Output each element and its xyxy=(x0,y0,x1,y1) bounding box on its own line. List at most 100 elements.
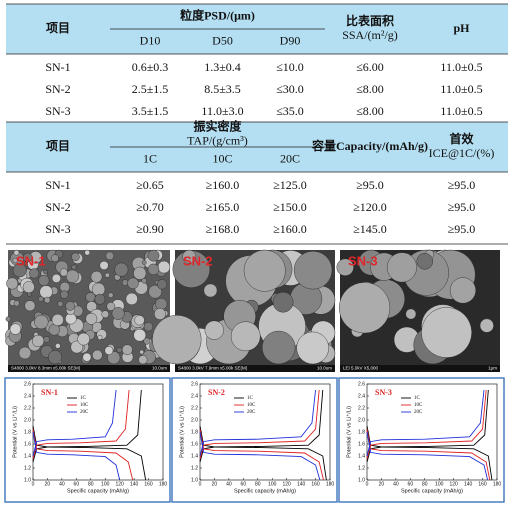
sem-particle xyxy=(24,300,36,312)
x-tick-label: 180 xyxy=(326,481,335,487)
sem-particle xyxy=(108,292,114,298)
sem-particle xyxy=(5,316,11,322)
sem-particle xyxy=(386,252,417,283)
sem-particle xyxy=(65,269,80,283)
sem-particle xyxy=(91,282,106,296)
sem-image: LEI 5.0kV X5,000 1μm SN-3 xyxy=(336,249,500,372)
y-tick-label: 2.0 xyxy=(191,417,198,423)
sem-particle xyxy=(99,260,109,270)
curve xyxy=(199,428,324,481)
x-tick-label: 60 xyxy=(74,481,80,487)
y-tick-label: 2.2 xyxy=(358,405,365,411)
y-tick-label: 2.2 xyxy=(191,405,198,411)
y-tick-label: 1.4 xyxy=(24,453,31,459)
header-cell: 项目 xyxy=(46,139,70,153)
sem-particle xyxy=(121,344,133,356)
sem-particle xyxy=(272,291,294,313)
y-tick-label: 2.0 xyxy=(358,417,365,423)
sem-particle xyxy=(141,278,147,284)
sem-info-bar xyxy=(8,365,170,372)
table-cell: ≥165.0 xyxy=(206,200,240,214)
sem-particle xyxy=(449,277,476,304)
table-cell: ≥125.0 xyxy=(273,178,307,192)
curve xyxy=(366,428,491,481)
table-cell: ≤30.0 xyxy=(276,82,304,96)
table-cell: 11.0±0.5 xyxy=(440,82,482,96)
table-cell: ≥0.90 xyxy=(136,222,164,236)
sem-particle xyxy=(38,274,50,287)
sem-particle xyxy=(85,312,98,325)
x-tick-label: 120 xyxy=(115,481,124,487)
table-cell: SN-3 xyxy=(45,222,70,236)
y-tick-label: 2.2 xyxy=(24,405,31,411)
sem-particle xyxy=(127,277,139,290)
curve xyxy=(32,389,117,457)
sem-particle xyxy=(48,350,63,365)
sem-label: SN-1 xyxy=(16,253,46,268)
table-cell: 11.0±0.5 xyxy=(440,104,482,118)
sem-particle xyxy=(182,249,197,264)
table-cell: 2.5±1.5 xyxy=(132,82,169,96)
subheader-cell: 20C xyxy=(280,151,300,165)
sem-info-bar xyxy=(175,365,335,372)
legend-label: 20C xyxy=(247,410,256,415)
sem-info-bar xyxy=(340,365,500,372)
y-tick-label: 1.6 xyxy=(191,441,198,447)
header-cell: SSA/(m²/g) xyxy=(342,28,398,42)
sem-particle xyxy=(51,254,59,262)
table-cell: ≤8.00 xyxy=(356,82,384,96)
header-cell: 项目 xyxy=(46,21,70,35)
chart-title: SN-3 xyxy=(375,388,392,397)
sem-particle xyxy=(51,273,61,283)
x-tick-label: 60 xyxy=(408,481,414,487)
sem-particle xyxy=(65,301,75,311)
sem-particle xyxy=(9,323,21,335)
sem-label: SN-3 xyxy=(348,253,378,268)
sem-particle xyxy=(293,251,333,290)
sem-particle xyxy=(90,270,103,283)
sem-particle xyxy=(12,263,27,278)
sem-scale: 10.0um xyxy=(317,366,332,371)
sem-particle xyxy=(29,268,40,279)
sem-scale: 1μm xyxy=(488,366,497,371)
sem-particle xyxy=(60,290,69,299)
sem-particle xyxy=(104,272,110,278)
x-tick-label: 40 xyxy=(393,481,399,487)
y-tick-label: 2.4 xyxy=(358,393,365,399)
subheader-cell: D10 xyxy=(140,33,161,47)
sem-particle xyxy=(155,297,168,311)
sem-particle xyxy=(13,249,20,256)
curve xyxy=(366,389,487,460)
y-tick-label: 1.0 xyxy=(24,477,31,483)
x-tick-label: 120 xyxy=(282,481,291,487)
sem-label: SN-2 xyxy=(183,253,213,268)
sem-particle xyxy=(43,269,48,275)
sem-particle xyxy=(143,321,154,332)
table-cell: ≤6.00 xyxy=(356,60,384,74)
x-tick-label: 0 xyxy=(32,481,35,487)
x-tick-label: 180 xyxy=(159,481,168,487)
sem-particle xyxy=(114,262,129,277)
table-cell: ≥160.0 xyxy=(273,222,307,236)
y-tick-label: 1.0 xyxy=(191,477,198,483)
y-tick-label: 2.4 xyxy=(24,393,31,399)
subheader-cell: D90 xyxy=(280,33,301,47)
sem-scale: 10.0um xyxy=(152,366,167,371)
curve xyxy=(366,389,485,457)
table-cell: SN-1 xyxy=(45,178,70,192)
sem-particle xyxy=(203,283,218,298)
sem-particle xyxy=(31,334,45,348)
sem-particle xyxy=(405,308,417,320)
legend-label: 20C xyxy=(414,410,423,415)
y-tick-label: 2.6 xyxy=(24,381,31,387)
chart-title: SN-1 xyxy=(41,388,58,397)
y-tick-label: 1.0 xyxy=(358,477,365,483)
sem-particle xyxy=(92,349,103,361)
sem-particle xyxy=(59,281,70,293)
y-axis-label: Potential (V vs Li⁺/Li) xyxy=(11,406,18,458)
sem-particle xyxy=(106,302,116,311)
sem-particle xyxy=(22,281,35,294)
chart-frame xyxy=(171,377,338,503)
x-tick-label: 80 xyxy=(88,481,94,487)
